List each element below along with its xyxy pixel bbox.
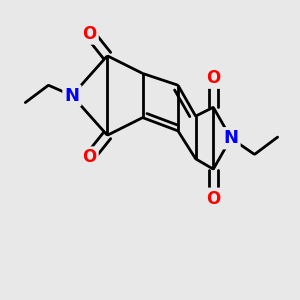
Text: O: O	[206, 190, 220, 208]
Text: O: O	[82, 148, 97, 166]
Text: O: O	[82, 25, 97, 43]
Text: N: N	[64, 86, 80, 104]
Text: O: O	[206, 69, 220, 87]
Text: N: N	[224, 129, 238, 147]
